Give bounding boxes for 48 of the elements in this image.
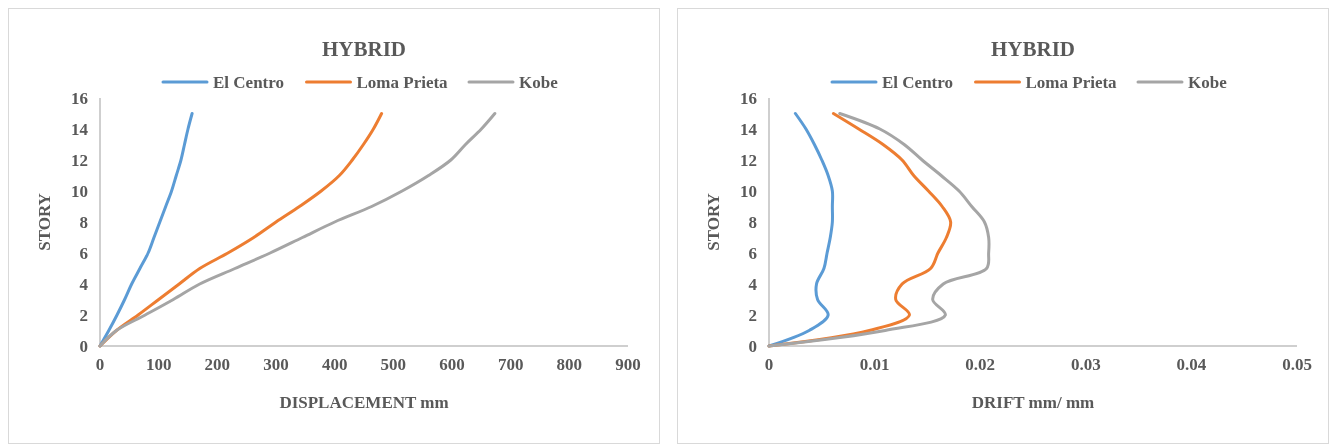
y-tick-label: 16 <box>71 89 88 108</box>
x-axis-title: DRIFT mm/ mm <box>971 393 1095 412</box>
y-axis-title: STORY <box>704 193 723 251</box>
x-tick-label: 0.03 <box>1070 355 1101 374</box>
legend-label: Kobe <box>1188 73 1228 92</box>
x-tick-label: 500 <box>380 355 407 374</box>
legend-label: Loma Prieta <box>356 73 449 92</box>
y-tick-label: 14 <box>740 120 758 139</box>
legend-label: El Centro <box>213 73 284 92</box>
y-tick-label: 2 <box>79 306 88 325</box>
x-tick-label: 0 <box>764 355 774 374</box>
x-tick-label: 0.04 <box>1176 355 1207 374</box>
y-axis-title: STORY <box>35 193 54 251</box>
y-tick-label: 8 <box>79 213 88 232</box>
y-tick-label: 4 <box>79 275 89 294</box>
line-series <box>98 112 497 348</box>
x-tick-label: 600 <box>439 355 465 374</box>
y-tick-label: 14 <box>71 120 89 139</box>
legend-label: Kobe <box>519 73 559 92</box>
x-tick-label: 800 <box>556 355 583 374</box>
x-tick-label: 200 <box>204 355 231 374</box>
x-axis-title: DISPLACEMENT mm <box>279 393 449 412</box>
x-tick-label: 300 <box>263 355 289 374</box>
x-tick-label: 0.01 <box>859 355 890 374</box>
chart-title: HYBRID <box>321 37 407 61</box>
y-tick-label: 8 <box>748 213 757 232</box>
y-tick-label: 12 <box>71 151 88 170</box>
y-tick-label: 6 <box>748 244 757 263</box>
y-tick-label: 6 <box>79 244 88 263</box>
x-tick-label: 0.05 <box>1282 355 1312 374</box>
legend-label: Loma Prieta <box>1025 73 1118 92</box>
x-tick-label: 100 <box>145 355 172 374</box>
y-tick-label: 12 <box>740 151 757 170</box>
y-tick-label: 16 <box>740 89 757 108</box>
y-tick-label: 4 <box>748 275 758 294</box>
line-series <box>767 112 991 348</box>
x-tick-label: 0 <box>95 355 105 374</box>
x-tick-label: 900 <box>615 355 641 374</box>
y-tick-label: 10 <box>740 182 757 201</box>
x-tick-label: 400 <box>321 355 348 374</box>
x-tick-label: 700 <box>497 355 524 374</box>
x-tick-label: 0.02 <box>965 355 996 374</box>
chart-title: HYBRID <box>990 37 1076 61</box>
y-tick-label: 10 <box>71 182 88 201</box>
legend-label: El Centro <box>882 73 953 92</box>
y-tick-label: 0 <box>79 337 88 356</box>
y-tick-label: 0 <box>748 337 757 356</box>
y-tick-label: 2 <box>748 306 757 325</box>
